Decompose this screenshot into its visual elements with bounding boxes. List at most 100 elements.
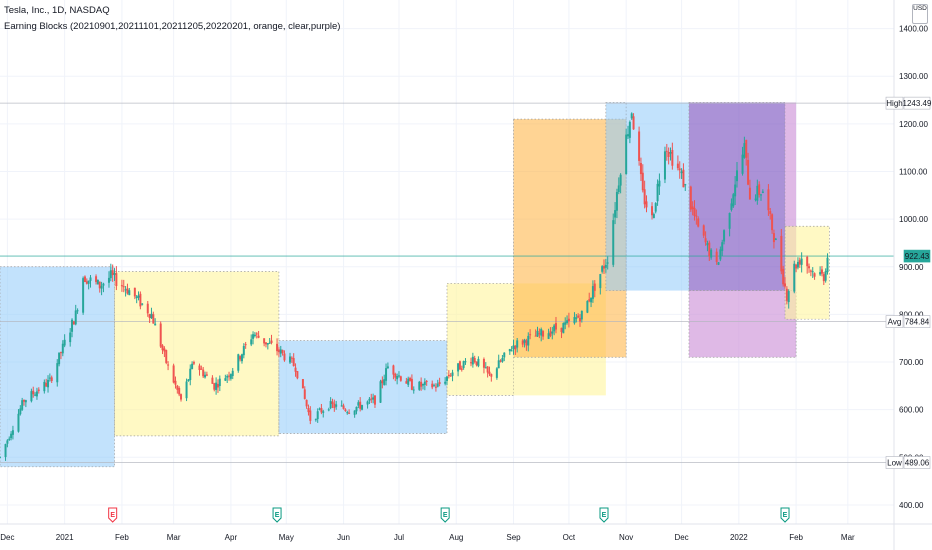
price-tag-current bbox=[903, 249, 931, 263]
candle-up bbox=[652, 214, 655, 218]
candle-down bbox=[228, 375, 231, 377]
candle-up bbox=[357, 402, 360, 406]
y-tick-label: 800.00 bbox=[899, 310, 924, 319]
candle-down bbox=[641, 172, 644, 191]
candle-down bbox=[784, 283, 787, 287]
price-tag-value-high: 1243.49 bbox=[903, 99, 932, 108]
candle-up bbox=[56, 363, 59, 383]
candle-down bbox=[257, 335, 260, 338]
candle-down bbox=[290, 357, 293, 359]
candle-down bbox=[301, 379, 304, 389]
candle-up bbox=[30, 391, 33, 402]
candle-down bbox=[348, 412, 351, 414]
candle-down bbox=[499, 360, 502, 362]
y-tick-label: 1000.00 bbox=[899, 215, 928, 224]
candle-up bbox=[6, 440, 9, 444]
candle-up bbox=[154, 323, 157, 326]
candle-down bbox=[139, 293, 142, 307]
earnings-block-blue bbox=[278, 340, 448, 434]
candle-up bbox=[89, 277, 92, 281]
candle-down bbox=[331, 401, 334, 404]
candle-up bbox=[497, 360, 500, 369]
candle-down bbox=[167, 364, 170, 366]
candle-up bbox=[540, 329, 543, 336]
candle-up bbox=[61, 343, 64, 354]
candle-up bbox=[796, 261, 799, 268]
candle-down bbox=[410, 378, 413, 390]
candle-up bbox=[743, 143, 746, 158]
candle-up bbox=[252, 334, 255, 339]
candle-up bbox=[462, 361, 465, 368]
candle-up bbox=[710, 249, 713, 258]
candle-up bbox=[266, 343, 269, 345]
candle-up bbox=[591, 286, 594, 299]
y-tick-label: 900.00 bbox=[899, 263, 924, 272]
candle-down bbox=[651, 206, 654, 216]
candle-up bbox=[8, 438, 11, 440]
x-tick-label: Jul bbox=[394, 533, 404, 542]
candle-down bbox=[521, 340, 524, 345]
candle-up bbox=[451, 372, 454, 376]
candle-down bbox=[178, 387, 181, 395]
candle-down bbox=[678, 168, 681, 171]
candle-down bbox=[434, 386, 437, 388]
candle-up bbox=[268, 342, 271, 344]
candle-down bbox=[309, 410, 312, 421]
candle-down bbox=[333, 403, 336, 409]
time-axis[interactable]: Dec 2021 Feb Mar Apr May Jun Jul Aug Sep Oct Nov Dec… bbox=[0, 533, 855, 542]
candle-up bbox=[24, 400, 27, 403]
candle-up bbox=[680, 171, 683, 174]
candle-down bbox=[704, 238, 707, 243]
candle-down bbox=[780, 235, 783, 272]
candle-up bbox=[464, 361, 467, 363]
y-tick-label: 1200.00 bbox=[899, 120, 928, 129]
candle-up bbox=[48, 377, 51, 379]
candle-down bbox=[769, 211, 772, 214]
candle-up bbox=[35, 391, 38, 397]
candle-up bbox=[386, 366, 389, 369]
candle-up bbox=[444, 381, 447, 384]
candle-down bbox=[708, 242, 711, 257]
candle-down bbox=[560, 327, 563, 332]
candle-down bbox=[244, 344, 247, 346]
candle-up bbox=[658, 180, 661, 187]
candle-up bbox=[100, 285, 103, 289]
currency-badge[interactable]: USD bbox=[912, 4, 928, 24]
candle-down bbox=[200, 368, 203, 370]
candle-up bbox=[510, 350, 513, 352]
candle-down bbox=[161, 345, 164, 351]
x-tick-label: 2021 bbox=[56, 533, 74, 542]
candle-up bbox=[385, 368, 388, 381]
candle-down bbox=[216, 384, 219, 388]
candle-down bbox=[488, 371, 491, 375]
candle-down bbox=[702, 225, 705, 236]
candle-down bbox=[420, 381, 423, 387]
earnings-e-icon: E bbox=[440, 507, 450, 523]
candle-down bbox=[577, 315, 580, 318]
candle-up bbox=[340, 405, 343, 407]
candle-down bbox=[180, 394, 183, 400]
candle-down bbox=[695, 215, 698, 217]
candle-down bbox=[693, 207, 696, 216]
candle-down bbox=[567, 318, 570, 322]
price-tag-avg bbox=[903, 315, 931, 328]
candle-down bbox=[473, 357, 476, 363]
candle-up bbox=[721, 242, 724, 251]
candle-up bbox=[288, 356, 291, 363]
indicator-legend[interactable]: Earning Blocks (20210901,20211101,202112… bbox=[4, 21, 341, 32]
price-tag-value-avg: 784.84 bbox=[905, 318, 930, 327]
candle-up bbox=[774, 238, 777, 240]
earnings-marker-letter: E bbox=[443, 512, 448, 519]
price-tag-high bbox=[903, 96, 931, 110]
price-tag-label-avg: Avg bbox=[888, 318, 902, 327]
candle-down bbox=[307, 408, 310, 413]
candle-down bbox=[126, 288, 129, 294]
candle-down bbox=[392, 365, 395, 375]
candle-up bbox=[628, 121, 631, 138]
price-tag-label-low: Low bbox=[887, 459, 902, 468]
candle-up bbox=[601, 266, 604, 272]
candle-down bbox=[438, 382, 441, 385]
candle-down bbox=[449, 375, 452, 377]
